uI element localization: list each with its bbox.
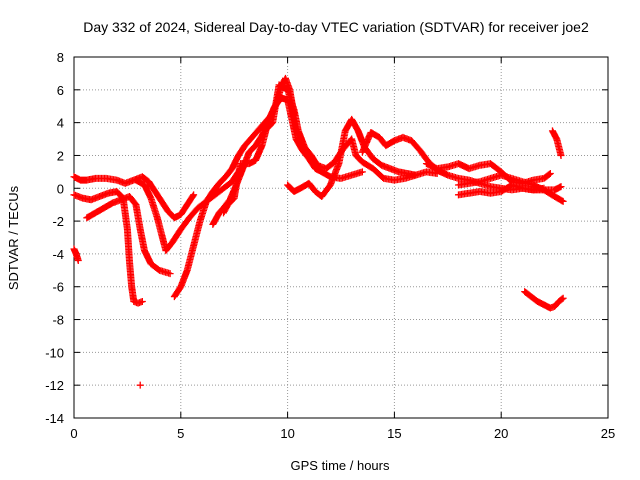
series-arc-3 xyxy=(83,192,174,278)
x-tick-label: 10 xyxy=(280,426,294,441)
grid xyxy=(74,57,608,418)
series-arc-15 xyxy=(70,245,82,264)
x-tick-label: 5 xyxy=(177,426,184,441)
y-tick-label: -6 xyxy=(52,280,64,295)
series-markers xyxy=(284,115,420,200)
series-markers xyxy=(521,288,567,312)
x-tick-label: 25 xyxy=(601,426,615,441)
plot-frame xyxy=(73,56,609,419)
series-arc-8 xyxy=(284,115,420,200)
y-axis-label: SDTVAR / TECUs xyxy=(6,185,21,290)
series-markers xyxy=(548,127,565,159)
y-tick-label: 8 xyxy=(57,50,64,65)
chart-title: Day 332 of 2024, Sidereal Day-to-day VTE… xyxy=(83,19,589,35)
x-tick-label: 20 xyxy=(494,426,508,441)
data-marks xyxy=(70,74,567,389)
series-arc-12 xyxy=(454,181,548,199)
y-tick-label: -12 xyxy=(45,378,64,393)
y-tick-label: 0 xyxy=(57,181,64,196)
y-tick-label: 2 xyxy=(57,148,64,163)
series-arc-16 xyxy=(136,381,144,389)
series-arc-13 xyxy=(521,288,567,312)
series-arc-1 xyxy=(70,173,198,222)
y-tick-label: -14 xyxy=(45,411,64,426)
y-tick-label: -8 xyxy=(52,313,64,328)
y-tick-label: 6 xyxy=(57,83,64,98)
series-markers xyxy=(70,245,82,264)
y-tick-label: -2 xyxy=(52,214,64,229)
x-axis-label: GPS time / hours xyxy=(291,458,390,473)
y-tick-label: 4 xyxy=(57,116,64,131)
series-arc-14 xyxy=(548,127,565,159)
axis-ticks: 0 5 10 15 20 25 -14 -12 -10 -8 -6 -4 -2 0 2 4 6 8 xyxy=(45,50,615,441)
x-tick-label: 15 xyxy=(387,426,401,441)
y-tick-label: -10 xyxy=(45,345,64,360)
x-tick-label: 0 xyxy=(70,426,77,441)
y-tick-label: -4 xyxy=(52,247,64,262)
